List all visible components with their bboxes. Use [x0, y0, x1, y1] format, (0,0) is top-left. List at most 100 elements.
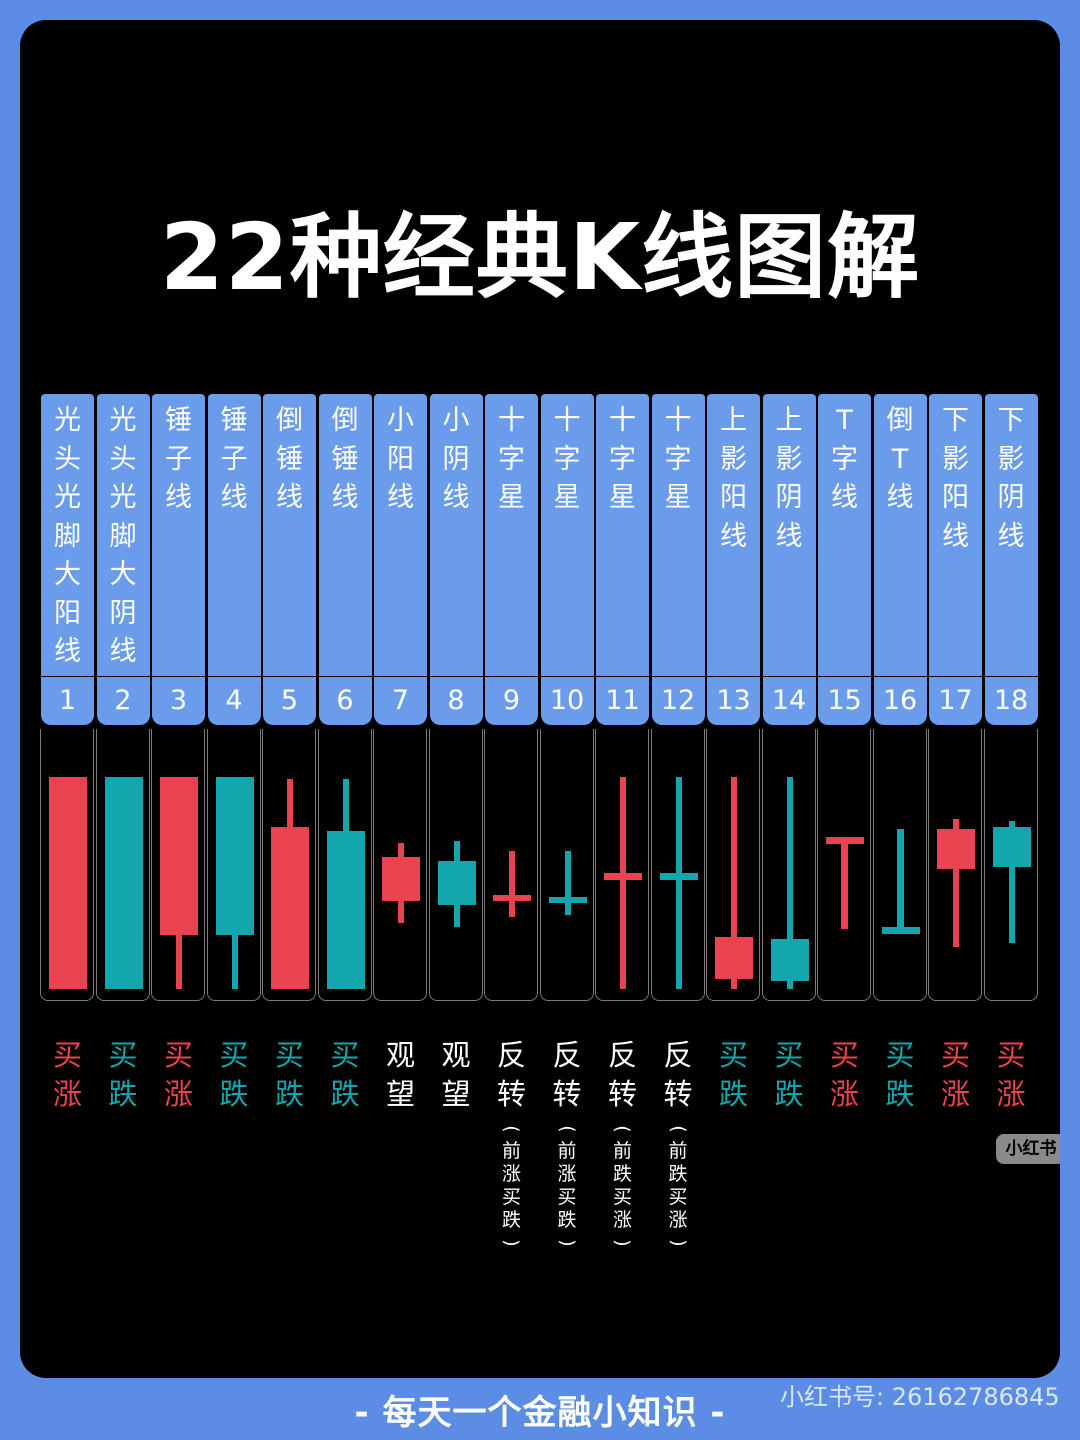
reversal-note: (前跌买涨) — [611, 1125, 634, 1247]
pattern-number: 3 — [169, 685, 188, 716]
pattern-name-box: 上影阴线 — [762, 394, 816, 676]
pattern-name: 光头光脚大阴线 — [109, 405, 137, 667]
pattern-number-box: 13 — [707, 677, 760, 725]
pattern-name: 十字星 — [664, 405, 692, 513]
candle-wick — [675, 777, 682, 989]
trade-verdict: 反转 — [608, 1038, 638, 1111]
pattern-name-box: 十字星 — [596, 394, 649, 676]
candle-body — [770, 939, 809, 981]
candle-column-10: 十字星 10 反转 (前涨买跌) — [539, 394, 595, 1247]
pattern-number: 10 — [549, 685, 585, 716]
candle-column-18: 下影阴线 18 买涨 — [983, 394, 1039, 1111]
candle-column-17: 下影阳线 17 买涨 — [928, 394, 983, 1111]
pattern-number-box: 18 — [984, 677, 1038, 725]
pattern-name: 小阴线 — [442, 405, 470, 513]
footer-slogan: - 每天一个金融小知识 - — [354, 1393, 726, 1433]
pattern-number-box: 9 — [485, 677, 538, 725]
pattern-number-box: 8 — [429, 677, 483, 725]
pattern-number-box: 15 — [818, 677, 871, 725]
candle-chart-box — [595, 729, 649, 1001]
trade-verdict: 买跌 — [885, 1038, 915, 1111]
candle-crossbar — [659, 873, 698, 880]
pattern-number: 13 — [716, 685, 751, 716]
pattern-name: 倒锤线 — [276, 405, 303, 513]
candle-wick — [620, 777, 626, 989]
candle-wick — [509, 851, 515, 917]
pattern-number-box: 1 — [41, 677, 94, 725]
candle-wick — [176, 935, 182, 989]
candle-column-8: 小阴线 8 观望 — [428, 394, 484, 1111]
candle-crossbar — [881, 927, 920, 934]
reversal-note: (前涨买跌) — [556, 1125, 578, 1247]
pattern-name-box: 倒锤线 — [263, 394, 316, 676]
pattern-number-box: 12 — [651, 677, 705, 725]
pattern-name-box: 十字星 — [485, 394, 538, 676]
candle-chart-box — [206, 729, 261, 1001]
candle-wick — [786, 777, 793, 989]
pattern-name-box: 下影阳线 — [929, 394, 982, 676]
pattern-name: 下影阴线 — [997, 405, 1025, 552]
candle-chart-box — [317, 729, 372, 1001]
candle-column-3: 锤子线 3 买涨 — [151, 394, 206, 1111]
pattern-number: 8 — [447, 685, 465, 716]
pattern-name-box: 小阳线 — [374, 394, 427, 676]
pattern-name-box: 下影阴线 — [984, 394, 1038, 676]
trade-verdict: 买涨 — [941, 1038, 971, 1111]
trade-verdict: 买涨 — [164, 1038, 194, 1111]
candle-chart-box — [928, 729, 982, 1001]
pattern-number: 14 — [771, 685, 807, 716]
pattern-number: 15 — [827, 685, 862, 716]
pattern-number: 4 — [225, 685, 243, 716]
candle-wick — [896, 829, 904, 933]
candle-column-9: 十字星 9 反转 (前涨买跌) — [484, 394, 539, 1247]
reversal-note: (前跌买涨) — [667, 1125, 689, 1247]
card: 22种经典K线图解 光头光脚大阳线 1 买涨 光头光脚大阴线 2 买跌 锤子线 3 买涨 锤子线 4… — [20, 20, 1060, 1378]
pattern-number-box: 4 — [207, 677, 261, 725]
candle-column-5: 倒锤线 5 买跌 — [262, 394, 317, 1111]
candle-chart-box — [151, 729, 205, 1001]
pattern-number: 18 — [993, 685, 1029, 716]
trade-verdict: 观望 — [441, 1038, 471, 1111]
candle-crossbar — [826, 837, 864, 844]
pattern-number: 17 — [938, 685, 973, 716]
candle-column-6: 倒锤线 6 买跌 — [317, 394, 373, 1111]
candle-body — [326, 831, 365, 989]
candle-wick — [342, 779, 349, 833]
candle-body — [382, 857, 420, 901]
trade-verdict: 反转 — [552, 1038, 582, 1111]
candle-column-14: 上影阴线 14 买跌 — [761, 394, 817, 1111]
trade-verdict: 买跌 — [275, 1038, 305, 1111]
candle-column-11: 十字星 11 反转 (前跌买涨) — [595, 394, 650, 1247]
pattern-number-box: 7 — [374, 677, 427, 725]
pattern-name-box: 锤子线 — [152, 394, 205, 676]
pattern-name: 下影阳线 — [942, 405, 969, 552]
trade-verdict: 买跌 — [774, 1038, 804, 1111]
pattern-number-box: 10 — [540, 677, 594, 725]
pattern-number-box: 5 — [263, 677, 316, 725]
candle-wick — [731, 777, 737, 989]
candle-wick — [287, 779, 293, 829]
candle-column-7: 小阳线 7 观望 — [373, 394, 428, 1111]
candle-body — [104, 777, 143, 989]
candle-chart-box — [983, 729, 1038, 1001]
candle-column-1: 光头光脚大阳线 1 买涨 — [40, 394, 95, 1111]
candle-crossbar — [548, 897, 587, 903]
pattern-name-box: 十字星 — [651, 394, 705, 676]
candle-column-4: 锤子线 4 买跌 — [206, 394, 262, 1111]
pattern-number: 5 — [280, 685, 299, 716]
pattern-name: 锤子线 — [165, 405, 192, 513]
candle-column-15: T字线 15 买涨 — [817, 394, 872, 1111]
candle-wick — [1008, 821, 1015, 943]
candle-chart-box — [817, 729, 871, 1001]
candle-wick — [953, 819, 959, 947]
pattern-number: 11 — [605, 685, 640, 716]
pattern-name-box: 上影阳线 — [707, 394, 760, 676]
candle-chart-box — [872, 729, 927, 1001]
pattern-name: 十字星 — [553, 405, 581, 513]
candle-wick — [564, 851, 571, 915]
trade-verdict: 反转 — [663, 1038, 693, 1111]
candle-chart-box — [95, 729, 150, 1001]
pattern-number-box: 16 — [873, 677, 927, 725]
pattern-number: 16 — [882, 685, 918, 716]
pattern-number: 12 — [660, 685, 696, 716]
